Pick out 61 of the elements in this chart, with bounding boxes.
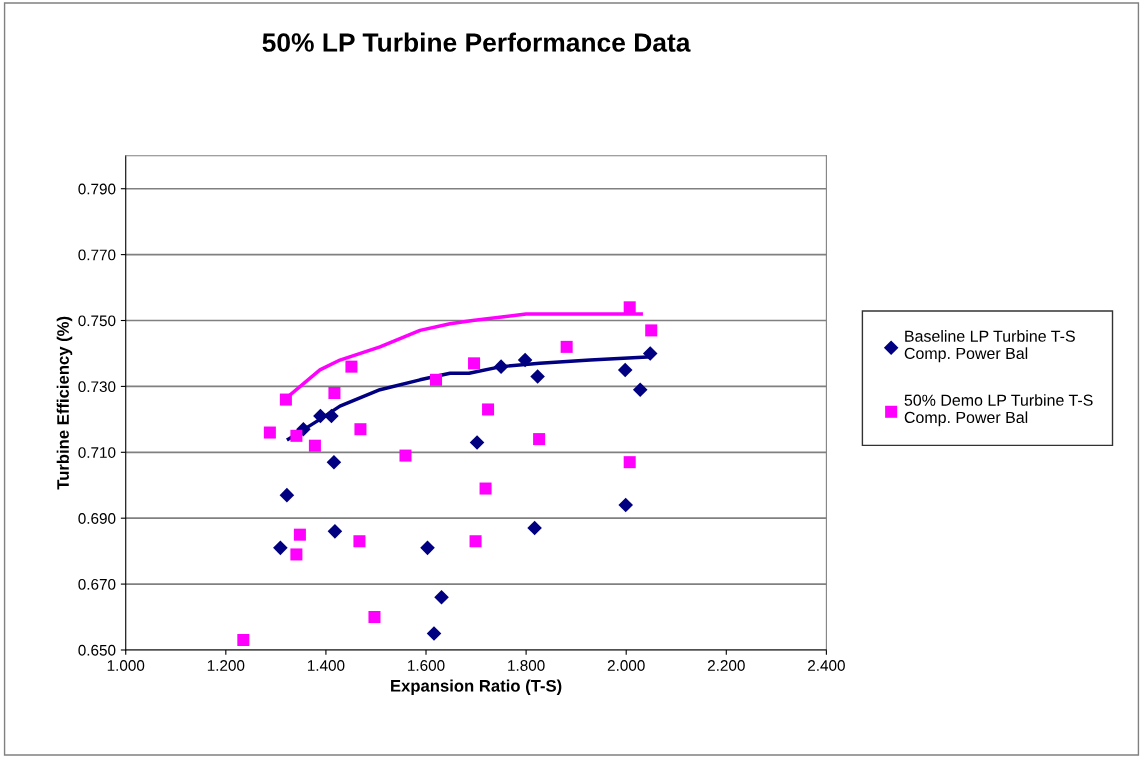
legend-label: Baseline LP Turbine T-S Comp. Power Bal — [904, 330, 1075, 363]
point — [645, 324, 658, 337]
point — [517, 352, 533, 368]
chart-title: 50% LP Turbine Performance Data — [262, 32, 691, 52]
point — [623, 301, 636, 314]
x-tick-label: 2.400 — [808, 660, 845, 671]
y-tick-label: 0.650 — [78, 644, 116, 656]
x-tick-label: 2.200 — [707, 660, 745, 671]
point — [308, 439, 321, 452]
y-tick-label: 0.790 — [78, 183, 116, 195]
y-tick-label: 0.690 — [78, 513, 116, 524]
point — [368, 611, 381, 624]
y-tick-label: 0.670 — [78, 578, 116, 590]
point — [426, 626, 442, 641]
point — [632, 382, 648, 397]
point — [493, 359, 509, 374]
y-tick-label: 0.750 — [78, 315, 116, 327]
point — [642, 346, 658, 361]
y-tick-label: 0.770 — [78, 249, 116, 261]
point — [354, 423, 367, 436]
point — [328, 386, 341, 400]
x-tick-label: 1.400 — [307, 660, 345, 671]
point — [237, 634, 250, 647]
point — [399, 449, 412, 462]
point — [618, 497, 633, 513]
y-axis-title: Turbine Efficiency (%) — [56, 316, 73, 490]
point — [327, 524, 343, 539]
point — [533, 433, 546, 446]
point — [430, 373, 443, 386]
point — [617, 362, 633, 378]
point — [279, 393, 292, 406]
point — [527, 520, 542, 536]
point — [290, 429, 303, 442]
point — [263, 426, 276, 439]
point — [530, 369, 545, 384]
point — [420, 540, 435, 556]
legend-label: 50% Demo LP Turbine T-S Comp. Power Bal — [904, 394, 1093, 427]
x-axis-title: Expansion Ratio (T-S) — [391, 679, 562, 696]
x-tick-label: 1.600 — [408, 660, 445, 671]
x-tick-label: 2.000 — [607, 660, 645, 671]
point — [469, 535, 482, 548]
x-tick-label: 1.000 — [107, 660, 145, 671]
point — [345, 360, 358, 373]
x-tick-label: 1.200 — [207, 660, 245, 671]
y-tick-label: 0.730 — [78, 381, 116, 393]
point — [479, 482, 492, 495]
point — [279, 487, 295, 503]
point — [324, 408, 339, 424]
point — [326, 454, 342, 470]
point — [293, 528, 306, 541]
point — [560, 340, 573, 353]
point — [482, 403, 495, 416]
point — [434, 589, 449, 605]
point — [469, 435, 485, 450]
point — [623, 456, 636, 469]
y-tick-label: 0.710 — [78, 447, 116, 458]
point — [290, 548, 303, 561]
point — [468, 357, 481, 370]
x-tick-label: 1.800 — [508, 660, 545, 671]
point — [353, 535, 366, 548]
point — [273, 540, 288, 556]
